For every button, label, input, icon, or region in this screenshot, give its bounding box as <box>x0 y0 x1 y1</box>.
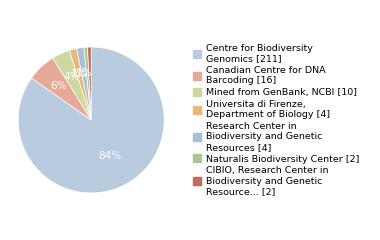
Text: 84%: 84% <box>98 151 121 161</box>
Text: 4%: 4% <box>63 72 80 82</box>
Wedge shape <box>87 47 91 120</box>
Legend: Centre for Biodiversity
Genomics [211], Canadian Centre for DNA
Barcoding [16], : Centre for Biodiversity Genomics [211], … <box>191 42 361 198</box>
Wedge shape <box>18 47 164 193</box>
Text: 6%: 6% <box>51 81 67 90</box>
Wedge shape <box>32 58 91 120</box>
Wedge shape <box>70 48 91 120</box>
Wedge shape <box>77 48 91 120</box>
Text: 1%: 1% <box>76 68 92 78</box>
Wedge shape <box>84 47 91 120</box>
Wedge shape <box>53 50 91 120</box>
Text: 1%: 1% <box>71 69 88 79</box>
